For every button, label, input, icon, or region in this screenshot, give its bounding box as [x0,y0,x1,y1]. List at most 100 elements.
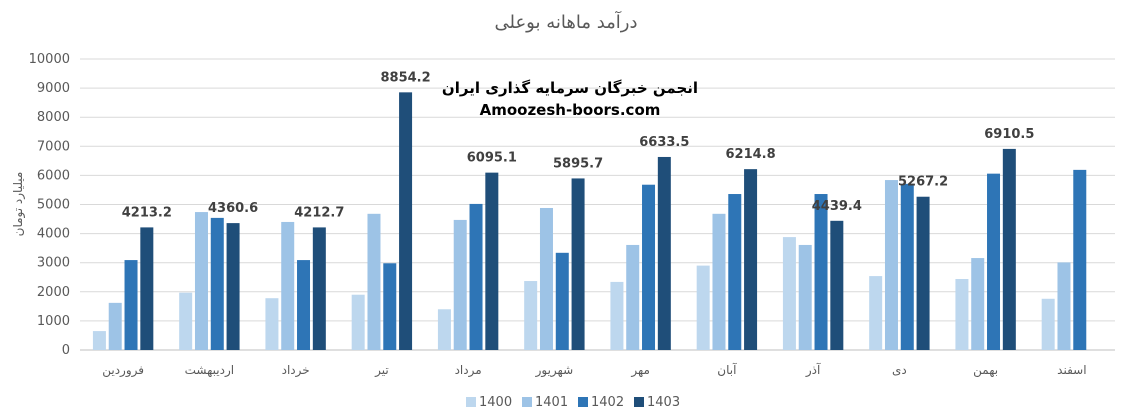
y-tick-label: 4000 [37,227,70,242]
bar [210,217,224,350]
bar [712,213,726,350]
data-label: 6214.8 [725,147,775,162]
bar [1073,169,1087,350]
category-labels: فروردین اردیبهشت خرداد تیر مرداد شهریور مهر آبا… [102,362,1086,378]
watermark-website: Amoozesh-boors.com [480,101,661,119]
data-label: 6910.5 [984,127,1034,142]
y-axis-label: میلیارد تومان [11,172,26,237]
legend-swatch [522,397,532,407]
y-tick-label: 7000 [37,139,70,154]
bar [814,194,828,350]
data-label: 5267.2 [898,175,948,190]
legend-swatch [578,397,588,407]
bar [728,194,742,350]
category-label: بهمن [973,363,998,378]
category-label: آبان [717,362,737,377]
bar [179,292,193,350]
y-tick-labels: 0 1000 2000 3000 4000 5000 6000 7000 8000 9000 100… [29,52,70,358]
legend-swatch [466,397,476,407]
y-tick-label: 5000 [37,198,70,213]
category-label: شهریور [535,363,574,378]
category-label: دی [892,363,907,377]
category-label: آذر [805,362,821,378]
watermark-org-name: انجمن خبرگان سرمایه گذاری ایران [442,79,698,97]
data-label: 4360.6 [208,201,258,216]
bar [782,237,796,350]
chart-title: درآمد ماهانه بوعلی [494,10,637,33]
bar [955,278,969,350]
bar [383,263,397,350]
bar [1002,148,1016,350]
data-label: 5895.7 [553,156,603,171]
bar [744,169,758,350]
bar [869,276,883,350]
data-label: 4439.4 [812,199,862,214]
bar [524,281,538,350]
bar [265,298,279,350]
bar [830,220,844,350]
bar [610,281,624,350]
y-tick-label: 2000 [37,285,70,300]
bar [1057,262,1071,350]
data-label: 6633.5 [639,135,689,150]
legend-label: 1401 [535,395,568,410]
bar [696,265,710,350]
category-label: اسفند [1057,363,1086,377]
bar [312,227,326,350]
category-label: خرداد [282,363,310,378]
bar [351,294,365,350]
bar [367,213,381,350]
bar [555,252,569,350]
grid-lines [80,58,1115,351]
y-tick-label: 8000 [37,110,70,125]
bar [108,302,122,350]
bar [916,196,930,350]
bar [485,172,499,350]
legend-label: 1402 [591,395,624,410]
data-label: 4212.7 [294,205,344,220]
bar [281,221,295,350]
bar [140,227,154,350]
bar [900,183,914,350]
bar [124,260,138,350]
category-label: مهر [630,363,650,378]
bar [399,92,413,351]
bar [92,331,106,350]
bar [884,180,898,350]
y-tick-label: 10000 [29,52,70,67]
data-label: 4213.2 [122,205,172,220]
y-tick-label: 6000 [37,168,70,183]
category-label: اردیبهشت [185,363,234,378]
category-label: مرداد [455,363,482,378]
bar [453,219,467,350]
bar [642,184,656,350]
y-tick-label: 9000 [37,81,70,96]
bar [539,207,553,350]
bar [798,244,812,350]
bar [626,244,640,350]
bar [226,223,240,350]
y-tick-label: 3000 [37,256,70,271]
legend: 1400 1401 1402 1403 [466,395,680,410]
legend-label: 1400 [479,395,512,410]
bar [469,203,483,350]
bar [987,173,1001,350]
y-tick-label: 1000 [37,314,70,329]
bar [1041,298,1055,350]
bar [437,309,451,350]
data-label: 6095.1 [467,151,517,166]
bar [297,260,311,350]
data-labels: 4213.2 4360.6 4212.7 8854.2 6095.1 5895.7 6633… [122,70,1035,220]
category-label: فروردین [102,363,144,378]
data-label: 8854.2 [380,70,430,85]
legend-label: 1403 [647,395,680,410]
bar [571,178,585,350]
bar [194,212,208,350]
bar [971,258,985,350]
y-tick-label: 0 [62,343,70,358]
category-label: تیر [374,363,389,378]
bars [92,92,1087,351]
bar [657,156,671,350]
